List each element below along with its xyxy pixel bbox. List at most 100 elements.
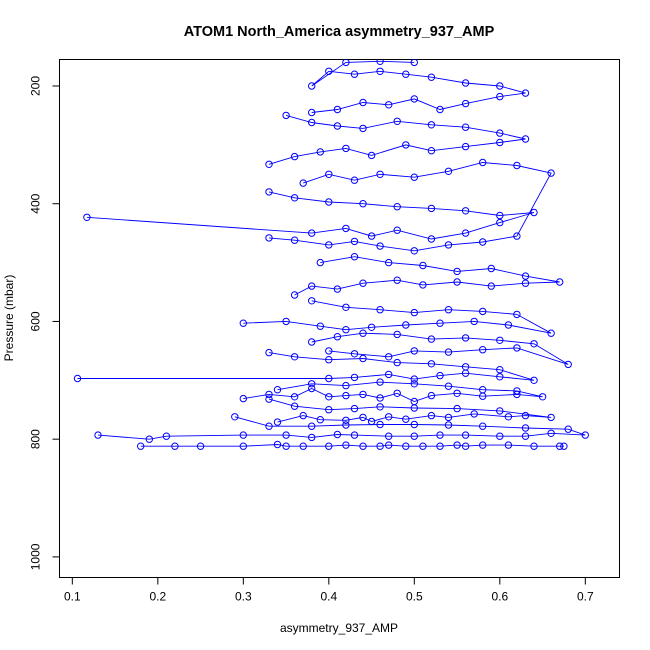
series-layer <box>73 59 589 450</box>
data-point <box>308 433 316 442</box>
series-line <box>311 60 526 113</box>
data-point <box>308 384 316 393</box>
data-point <box>453 389 461 397</box>
x-tick-label: 0.2 <box>149 590 166 604</box>
data-point <box>359 390 367 399</box>
data-point <box>325 67 333 76</box>
data-point <box>308 297 316 305</box>
data-point <box>325 356 333 364</box>
data-point <box>325 393 333 401</box>
y-tick-label: 400 <box>29 193 43 213</box>
data-point <box>402 141 410 149</box>
data-point <box>239 319 248 327</box>
data-point <box>342 421 350 429</box>
y-tick-label: 600 <box>29 311 43 331</box>
data-point <box>487 282 495 290</box>
data-point <box>376 59 384 65</box>
data-point <box>282 111 290 120</box>
data-point <box>487 264 495 273</box>
data-point <box>359 354 367 363</box>
data-point <box>496 82 504 90</box>
data-point <box>265 234 273 242</box>
data-point <box>265 188 273 196</box>
data-point <box>162 432 171 440</box>
data-point <box>231 413 239 421</box>
y-tick-label: 800 <box>29 429 43 449</box>
data-point <box>265 160 273 169</box>
data-point <box>479 158 487 167</box>
data-point <box>316 322 324 330</box>
data-point <box>410 420 418 429</box>
data-point <box>513 232 521 240</box>
series-1 <box>94 413 589 443</box>
data-point <box>316 258 324 267</box>
data-point <box>73 374 82 383</box>
series-line <box>268 114 526 165</box>
data-point <box>513 161 521 170</box>
x-tick-label: 0.1 <box>64 590 81 604</box>
data-point <box>427 235 436 243</box>
data-point <box>196 442 205 450</box>
data-point <box>427 73 436 81</box>
data-point <box>410 375 418 383</box>
y-axis: 200 400 600 800 1000 <box>29 76 60 570</box>
y-axis-label: Pressure (mbar) <box>2 275 16 362</box>
data-point <box>427 204 436 213</box>
data-point <box>530 442 538 450</box>
data-point <box>427 391 436 400</box>
x-axis: 0.1 0.2 0.3 0.4 0.5 0.6 0.7 <box>64 577 594 604</box>
data-point <box>308 118 316 127</box>
data-point <box>479 238 487 246</box>
data-point <box>325 442 333 450</box>
data-point <box>171 442 179 450</box>
data-point <box>453 278 461 286</box>
data-point <box>359 329 367 337</box>
data-point <box>436 431 444 439</box>
data-point <box>393 117 401 126</box>
data-point <box>530 340 538 348</box>
data-point <box>94 431 102 439</box>
plot-area <box>59 59 620 578</box>
series-5 <box>308 329 572 369</box>
data-point <box>393 226 401 234</box>
data-point <box>239 431 248 439</box>
data-point <box>521 432 530 440</box>
data-point <box>461 431 470 439</box>
data-point <box>521 135 530 143</box>
data-point <box>299 179 307 187</box>
series-0 <box>137 440 568 450</box>
data-point <box>367 323 376 331</box>
data-point <box>564 425 572 433</box>
data-point <box>83 213 91 222</box>
data-point <box>273 440 282 449</box>
data-point <box>376 420 384 429</box>
data-point <box>496 138 504 147</box>
data-point <box>325 374 333 383</box>
data-point <box>560 442 568 450</box>
data-point <box>290 194 299 202</box>
data-point <box>461 442 470 450</box>
data-point <box>444 167 453 176</box>
data-point <box>556 442 564 450</box>
data-point <box>385 101 393 109</box>
data-point <box>521 411 530 420</box>
data-point <box>410 380 418 388</box>
data-point <box>504 413 513 421</box>
data-point <box>290 402 299 410</box>
data-point <box>461 207 470 215</box>
data-point <box>350 237 359 246</box>
data-point <box>393 203 401 211</box>
data-point <box>342 381 350 390</box>
data-point <box>385 432 393 440</box>
data-point <box>376 394 384 402</box>
data-point <box>265 395 273 403</box>
data-point <box>308 338 316 346</box>
data-point <box>410 347 418 355</box>
data-point <box>308 108 316 117</box>
series-line <box>77 352 535 381</box>
data-point <box>385 370 393 379</box>
data-point <box>325 198 333 206</box>
data-point <box>538 393 547 401</box>
data-point <box>367 151 376 160</box>
